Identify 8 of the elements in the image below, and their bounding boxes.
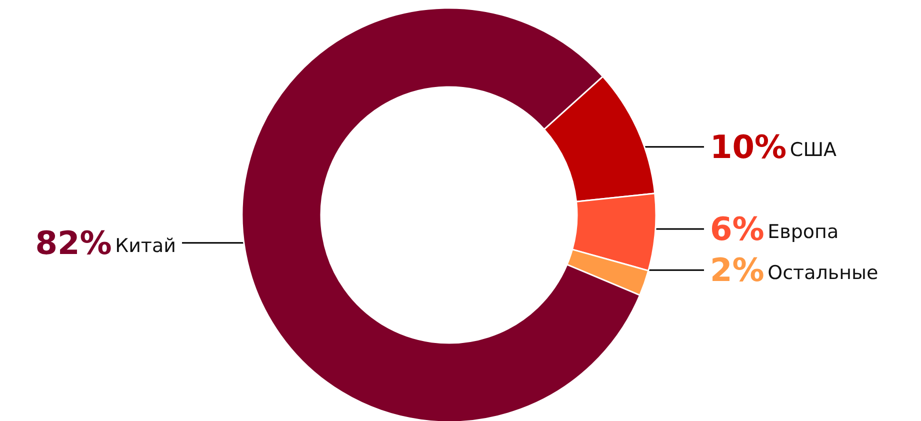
slice-label: Китай (115, 234, 176, 257)
data-label: 2% (710, 251, 764, 290)
slice-label: США (790, 138, 837, 161)
data-label: 6% (710, 210, 764, 248)
data-label: 10% (710, 128, 787, 166)
data-label: 82% (35, 224, 112, 262)
slice-label: Европа (768, 221, 839, 244)
slice-label: Остальные (768, 262, 878, 284)
